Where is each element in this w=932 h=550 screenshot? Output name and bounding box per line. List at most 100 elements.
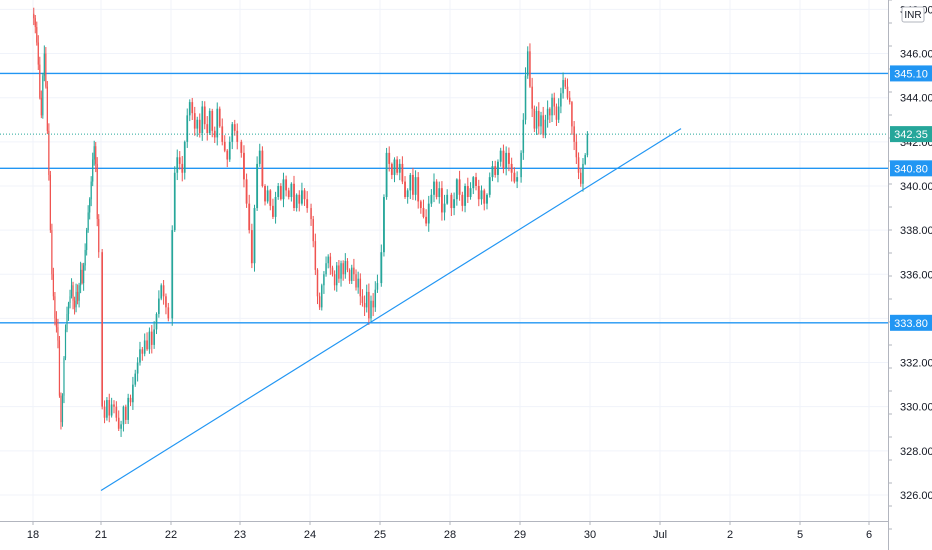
horizontal-level-tag-label: 340.80: [894, 163, 928, 175]
x-tick-label: 30: [584, 529, 596, 541]
y-tick-label: 346.00: [900, 49, 932, 61]
candle-body: [575, 141, 578, 158]
candle-body: [253, 208, 256, 264]
horizontal-level-tag-label: 345.10: [894, 68, 928, 80]
candle-body: [61, 395, 64, 423]
candle-body: [134, 373, 137, 385]
candle-body: [228, 141, 231, 160]
candle-body: [316, 269, 319, 297]
candle-body: [122, 406, 125, 425]
candle-body: [531, 86, 533, 109]
candle-body: [186, 115, 189, 142]
candle-body: [150, 331, 153, 345]
y-tick-label: 332.00: [900, 358, 932, 370]
candle-body: [542, 115, 544, 136]
candle-body: [216, 108, 219, 138]
time-axis[interactable]: 18 21 22 23 24 25 28 29 30 Jul 2 5 6: [0, 521, 888, 541]
candle-body: [425, 216, 428, 224]
price-tags: 345.10 340.80 333.80 342.35: [890, 65, 932, 331]
candle-body: [106, 400, 108, 418]
candle-body: [450, 194, 453, 209]
candle-body: [494, 166, 497, 175]
x-tick-label: 18: [27, 529, 39, 541]
candle-body: [295, 194, 298, 209]
candle-body: [557, 106, 560, 120]
candle-body: [480, 190, 483, 200]
candle-body: [89, 199, 91, 213]
candle-body: [464, 185, 467, 206]
candle-body: [579, 172, 582, 184]
candle-body: [132, 384, 134, 403]
candle-body: [318, 296, 321, 308]
candle-body: [176, 157, 179, 173]
candle-body: [325, 263, 327, 275]
candle-body: [178, 157, 181, 164]
candle-body: [67, 302, 70, 314]
y-tick-label: 340.00: [900, 181, 932, 193]
candle-body: [120, 424, 122, 429]
candle-body: [208, 110, 211, 134]
candle-body: [573, 126, 575, 142]
candle-body: [261, 150, 264, 186]
candle-body: [243, 152, 245, 180]
candle-body: [158, 298, 160, 314]
candle-body: [507, 152, 510, 164]
currency-badge[interactable]: [901, 6, 925, 23]
price-axis[interactable]: 326.00328.00330.00332.00334.00336.00338.…: [888, 0, 932, 550]
candle-body: [218, 108, 221, 127]
candle-body: [54, 296, 56, 319]
x-tick-label: 25: [374, 529, 386, 541]
candle-body: [162, 285, 165, 297]
candle-body: [293, 183, 295, 209]
candle-body: [84, 249, 86, 266]
candle-body: [446, 194, 449, 204]
candle-body: [370, 300, 372, 319]
candle-body: [336, 265, 338, 286]
candle-body: [46, 86, 48, 131]
candle-body: [86, 230, 88, 250]
candle-body: [72, 285, 74, 301]
candle-body: [298, 194, 301, 204]
candle-body: [516, 177, 519, 182]
candle-body: [57, 327, 59, 341]
candle-body: [331, 267, 334, 275]
candle-body: [287, 190, 290, 198]
x-tick-label: 28: [444, 529, 456, 541]
candle-body: [577, 157, 580, 173]
horizontal-level-tag-label: 333.80: [894, 318, 928, 330]
candle-body: [338, 265, 340, 279]
candle-body: [357, 278, 359, 288]
candle-body: [406, 190, 409, 198]
candle-body: [55, 318, 58, 328]
horizontal-level-tag: [890, 160, 932, 177]
candle-body: [58, 340, 61, 396]
candle-body: [359, 278, 362, 297]
candle-body: [466, 185, 469, 198]
candle-body: [551, 97, 553, 116]
candle-body: [562, 80, 564, 94]
candle-body: [34, 18, 36, 28]
candle-body: [461, 194, 464, 206]
y-tick-label: 330.00: [900, 402, 932, 414]
x-tick-label: 5: [797, 529, 803, 541]
candle-body: [419, 201, 422, 209]
candle-body: [383, 197, 385, 253]
candle-body: [312, 219, 314, 242]
ascending-trendline[interactable]: [100, 128, 682, 492]
candle-body: [226, 150, 229, 160]
candle-body: [333, 274, 336, 286]
candle-body: [368, 291, 370, 319]
x-tick-label: 22: [165, 529, 177, 541]
candle-body: [181, 163, 184, 173]
candle-body: [233, 124, 236, 131]
candle-body: [188, 102, 191, 116]
candle-body: [458, 179, 461, 195]
x-tick-label: 29: [514, 529, 526, 541]
candle-body: [340, 263, 342, 279]
candle-body: [250, 230, 253, 264]
candle-body: [93, 146, 95, 160]
horizontal-level-tag: [890, 65, 932, 82]
x-tick-label: 24: [304, 529, 316, 541]
